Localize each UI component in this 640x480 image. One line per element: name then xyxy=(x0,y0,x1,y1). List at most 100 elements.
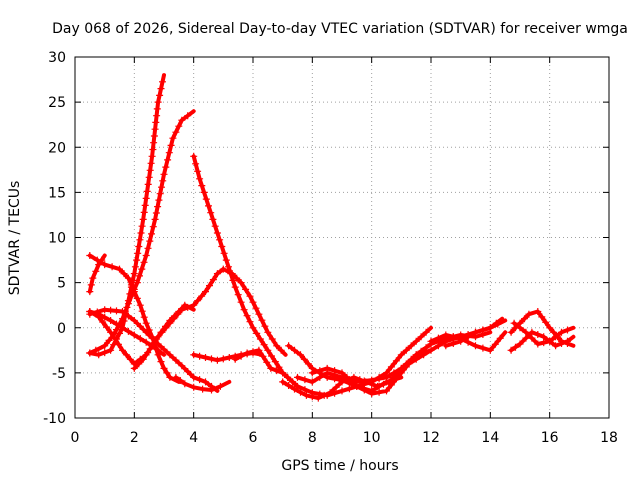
data-point-marker xyxy=(375,388,383,396)
series-track-e xyxy=(86,306,220,393)
data-point-marker xyxy=(225,263,232,271)
data-point-marker xyxy=(147,159,155,167)
data-point-marker xyxy=(113,320,120,328)
data-point-marker xyxy=(163,369,171,377)
data-point-marker xyxy=(130,364,138,372)
data-point-marker xyxy=(512,343,519,351)
x-tick-label: 12 xyxy=(422,430,440,446)
series-line xyxy=(191,351,264,363)
data-point-marker xyxy=(103,323,111,331)
data-point-marker xyxy=(86,310,94,318)
data-point-marker xyxy=(233,274,241,282)
data-point-marker xyxy=(139,215,147,223)
data-point-marker xyxy=(338,369,346,377)
data-point-marker xyxy=(316,373,324,381)
data-point-marker xyxy=(308,393,316,401)
x-tick-label: 18 xyxy=(600,430,618,446)
data-point-marker xyxy=(390,369,398,377)
data-point-marker xyxy=(136,335,144,343)
data-point-marker xyxy=(194,167,202,175)
data-point-marker xyxy=(142,319,150,327)
data-point-marker xyxy=(264,346,272,354)
data-point-marker xyxy=(308,378,316,386)
data-point-marker xyxy=(101,306,109,314)
data-point-marker xyxy=(407,342,415,350)
data-point-marker xyxy=(314,394,322,402)
data-point-marker xyxy=(420,351,428,359)
series-line xyxy=(87,253,181,384)
data-point-marker xyxy=(291,346,298,354)
data-point-marker xyxy=(496,334,504,342)
data-point-marker xyxy=(108,263,116,271)
data-point-marker xyxy=(142,338,150,346)
data-point-marker xyxy=(300,355,308,363)
data-point-marker xyxy=(449,340,457,347)
data-point-marker xyxy=(119,315,126,323)
data-point-marker xyxy=(213,270,221,278)
data-point-marker xyxy=(184,112,192,120)
data-point-marker xyxy=(178,362,186,370)
data-point-marker xyxy=(148,152,156,160)
data-point-marker xyxy=(133,256,141,264)
data-point-marker xyxy=(338,387,346,395)
series-track-l xyxy=(219,265,288,357)
data-point-marker xyxy=(134,249,142,257)
data-point-marker xyxy=(507,346,515,354)
data-point-marker xyxy=(93,256,101,264)
data-point-marker xyxy=(457,337,465,345)
data-point-marker xyxy=(268,335,276,343)
y-tick-label: 0 xyxy=(57,321,66,337)
data-point-marker xyxy=(255,346,263,354)
y-tick-label: -5 xyxy=(52,366,66,382)
data-point-marker xyxy=(263,358,271,366)
data-point-marker xyxy=(149,146,157,153)
data-point-marker xyxy=(253,329,261,337)
series-track-r xyxy=(308,364,404,395)
data-point-marker xyxy=(402,346,410,354)
data-point-marker xyxy=(510,319,518,327)
x-tick-label: 0 xyxy=(71,430,80,446)
series-track-v xyxy=(507,328,576,354)
y-tick-label: 15 xyxy=(48,185,66,201)
data-point-marker xyxy=(142,252,150,259)
data-point-marker xyxy=(87,281,95,289)
data-point-marker xyxy=(196,352,204,360)
data-point-marker xyxy=(157,358,165,366)
data-point-marker xyxy=(249,324,257,332)
data-point-marker xyxy=(259,352,267,360)
data-point-marker xyxy=(127,281,135,289)
data-point-marker xyxy=(158,183,165,191)
data-point-marker xyxy=(144,349,152,357)
y-tick-label: 5 xyxy=(57,276,66,292)
data-point-marker xyxy=(152,209,160,217)
data-point-marker xyxy=(479,326,487,334)
data-point-marker xyxy=(86,252,94,259)
series-track-g xyxy=(86,252,181,384)
data-point-marker xyxy=(285,342,293,350)
data-point-marker xyxy=(375,375,383,383)
series-track-m xyxy=(231,346,285,375)
series-line xyxy=(221,267,288,357)
data-point-marker xyxy=(150,132,158,140)
data-point-marker xyxy=(136,236,144,244)
data-point-marker xyxy=(148,333,156,341)
data-point-marker xyxy=(190,152,198,160)
series-track-h xyxy=(130,301,196,372)
data-point-marker xyxy=(422,344,430,352)
data-point-marker xyxy=(228,270,236,278)
x-tick-label: 2 xyxy=(130,430,139,446)
data-point-marker xyxy=(92,267,100,275)
data-point-marker xyxy=(267,364,275,372)
data-point-marker xyxy=(169,134,177,142)
data-point-marker xyxy=(297,388,304,396)
data-point-marker xyxy=(534,308,542,315)
data-point-marker xyxy=(211,222,219,230)
data-point-marker xyxy=(540,339,548,347)
data-point-marker xyxy=(138,307,146,315)
data-point-marker xyxy=(164,156,172,164)
data-point-marker xyxy=(375,382,383,390)
x-tick-label: 4 xyxy=(189,430,198,446)
data-point-marker xyxy=(176,377,184,384)
data-point-marker xyxy=(101,261,109,269)
data-point-marker xyxy=(246,292,254,300)
